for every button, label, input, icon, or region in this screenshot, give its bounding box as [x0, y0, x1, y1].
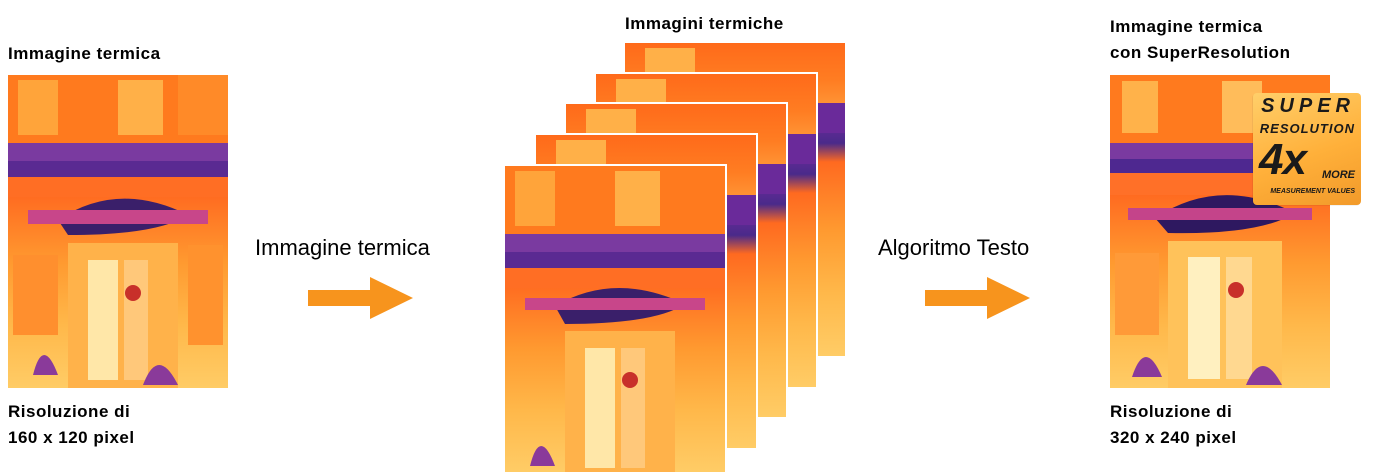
super-resolution-badge: SUPER RESOLUTION 4x MORE MEASUREMENT VAL…: [1253, 93, 1361, 205]
badge-super-text: SUPER: [1261, 95, 1355, 117]
badge-4x-text: 4x: [1259, 135, 1307, 184]
step1-label: Immagine termica: [255, 235, 430, 260]
right-title-line2: con SuperResolution: [1110, 43, 1291, 62]
right-arrow-icon: [925, 277, 1030, 319]
badge-more-text: MORE: [1322, 169, 1355, 181]
step2-label: Algoritmo Testo: [878, 235, 1030, 260]
right-caption-line1: Risoluzione di: [1110, 402, 1233, 421]
thermal-frame-1: [503, 164, 727, 472]
left-caption-line1: Risoluzione di: [8, 402, 131, 421]
right-title-line1: Immagine termica: [1110, 17, 1263, 36]
right-caption-line2: 320 x 240 pixel: [1110, 428, 1237, 447]
badge-measurement-text: MEASUREMENT VALUES: [1270, 188, 1355, 195]
badge-resolution-text: RESOLUTION: [1259, 121, 1355, 136]
right-arrow-icon: [308, 277, 413, 319]
thermal-image-low-res: [8, 75, 228, 388]
left-caption-line2: 160 x 120 pixel: [8, 428, 135, 447]
middle-title: Immagini termiche: [625, 14, 784, 33]
left-image-title: Immagine termica: [8, 44, 161, 63]
